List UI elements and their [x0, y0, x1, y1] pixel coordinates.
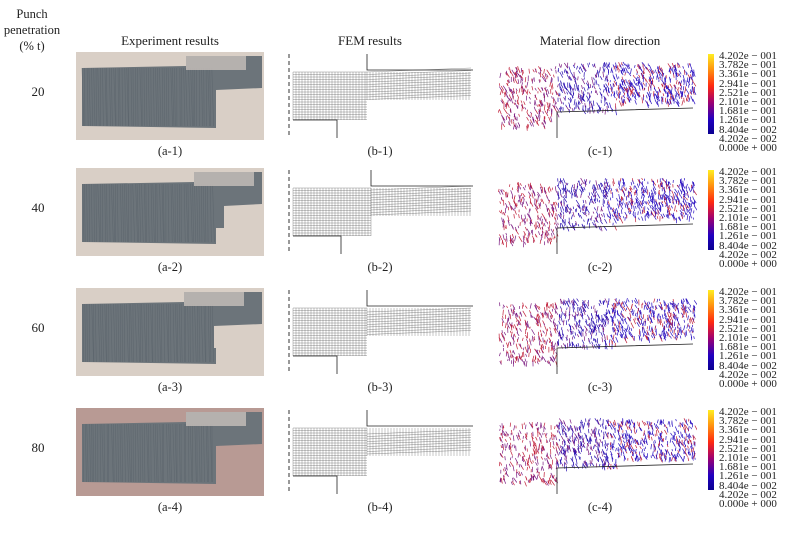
color-scale-value: 1.681e − 001 — [719, 461, 777, 474]
caption-flow: (c-4) — [587, 500, 613, 514]
color-scale-value: 2.521e − 001 — [719, 202, 777, 215]
color-scale-value: 3.782e − 001 — [719, 295, 777, 308]
experiment-photo — [76, 52, 264, 140]
color-scale-value: 8.404e − 002 — [719, 479, 777, 492]
caption-experiment: (a-1) — [157, 144, 183, 158]
color-scale-value: 1.261e − 001 — [719, 470, 777, 483]
caption-fem: (b-2) — [367, 260, 393, 274]
color-scale-value: 1.681e − 001 — [719, 341, 777, 354]
color-scale-value: 4.202e − 002 — [719, 368, 777, 381]
caption-fem: (b-3) — [367, 380, 393, 394]
color-scale-value: 4.202e − 001 — [719, 50, 777, 62]
color-scale-value: 3.361e − 001 — [719, 424, 777, 437]
color-scale-value: 2.941e − 001 — [719, 193, 777, 206]
experiment-photo — [76, 168, 264, 256]
color-scale-value: 3.782e − 001 — [719, 175, 777, 188]
fem-mesh — [288, 54, 473, 138]
color-scale-value: 2.941e − 001 — [719, 313, 777, 326]
punch-penetration-label: Punch penetration (% t) — [3, 7, 61, 53]
color-scale-value: 2.941e − 001 — [719, 433, 777, 446]
color-scale-value: 1.261e − 001 — [719, 230, 777, 243]
flow-vector-field — [497, 61, 697, 138]
color-scale-value: 8.404e − 002 — [719, 123, 777, 136]
color-scale-value: 4.202e − 002 — [719, 132, 777, 145]
color-scale-values: 4.202e − 001 3.782e − 001 3.361e − 001 2.94… — [719, 406, 777, 510]
color-scale-value: 2.521e − 001 — [719, 86, 777, 99]
color-scale-value: 2.521e − 001 — [719, 442, 777, 455]
experiment-photo — [76, 408, 264, 496]
color-scale-values: 4.202e − 001 3.782e − 001 3.361e − 001 2.94… — [719, 166, 777, 270]
color-scale-value: 4.202e − 001 — [719, 406, 777, 418]
color-scale-value: 2.941e − 001 — [719, 77, 777, 90]
experiment-column-header: Experiment results — [121, 33, 219, 48]
color-scale-value: 3.361e − 001 — [719, 68, 777, 81]
flow-column-header: Material flow direction — [539, 33, 661, 48]
fem-column-header: FEM results — [338, 33, 402, 48]
color-scale-value: 0.000e + 000 — [719, 497, 777, 510]
caption-fem: (b-4) — [367, 500, 393, 514]
color-scale-value: 0.000e + 000 — [719, 377, 777, 390]
caption-experiment: (a-3) — [157, 380, 183, 394]
color-scale-value: 3.361e − 001 — [719, 184, 777, 197]
color-scale-value: 0.000e + 000 — [719, 257, 777, 270]
caption-flow: (c-2) — [587, 260, 613, 274]
caption-experiment: (a-4) — [157, 500, 183, 514]
color-scale-value: 8.404e − 002 — [719, 239, 777, 252]
color-scale-bar — [708, 170, 714, 250]
color-scale-bar — [708, 410, 714, 490]
color-scale-value: 0.000e + 000 — [719, 141, 777, 154]
color-scale-value: 4.202e − 001 — [719, 166, 777, 178]
color-scale-legend: 4.202e − 001 3.782e − 001 3.361e − 001 2.94… — [708, 166, 799, 269]
flow-vector-field — [498, 177, 697, 254]
color-scale-value: 3.782e − 001 — [719, 415, 777, 428]
color-scale-value: 2.101e − 001 — [719, 331, 777, 344]
fem-mesh — [288, 410, 473, 494]
color-scale-value: 2.101e − 001 — [719, 211, 777, 224]
color-scale-bar — [708, 290, 714, 370]
color-scale-values: 4.202e − 001 3.782e − 001 3.361e − 001 2.94… — [719, 286, 777, 390]
color-scale-bar — [708, 54, 714, 134]
caption-flow: (c-3) — [587, 380, 613, 394]
color-scale-value: 3.782e − 001 — [719, 59, 777, 72]
caption-flow: (c-1) — [587, 144, 613, 158]
color-scale-value: 1.261e − 001 — [719, 350, 777, 363]
fem-mesh — [288, 290, 473, 374]
penetration-value: 60 — [31, 320, 45, 335]
color-scale-value: 8.404e − 002 — [719, 359, 777, 372]
color-scale-legend: 4.202e − 001 3.782e − 001 3.361e − 001 2.94… — [708, 50, 799, 153]
experiment-photo — [76, 288, 264, 376]
color-scale-value: 4.202e − 002 — [719, 248, 777, 261]
color-scale-value: 1.261e − 001 — [719, 114, 777, 127]
color-scale-legend: 4.202e − 001 3.782e − 001 3.361e − 001 2.94… — [708, 286, 799, 389]
caption-experiment: (a-2) — [157, 260, 183, 274]
penetration-value: 20 — [31, 84, 45, 99]
color-scale-value: 2.521e − 001 — [719, 322, 777, 335]
penetration-value: 80 — [31, 440, 45, 455]
fem-mesh — [288, 170, 473, 254]
penetration-value: 40 — [31, 200, 45, 215]
caption-fem: (b-1) — [367, 144, 393, 158]
flow-vector-field — [498, 297, 697, 374]
color-scale-value: 3.361e − 001 — [719, 304, 777, 317]
color-scale-value: 4.202e − 002 — [719, 488, 777, 501]
color-scale-value: 1.681e − 001 — [719, 105, 777, 118]
color-scale-legend: 4.202e − 001 3.782e − 001 3.361e − 001 2.94… — [708, 406, 799, 509]
color-scale-value: 1.681e − 001 — [719, 221, 777, 234]
color-scale-value: 2.101e − 001 — [719, 95, 777, 108]
color-scale-value: 2.101e − 001 — [719, 451, 777, 464]
color-scale-values: 4.202e − 001 3.782e − 001 3.361e − 001 2.94… — [719, 50, 777, 154]
color-scale-value: 4.202e − 001 — [719, 286, 777, 298]
flow-vector-field — [499, 417, 697, 494]
